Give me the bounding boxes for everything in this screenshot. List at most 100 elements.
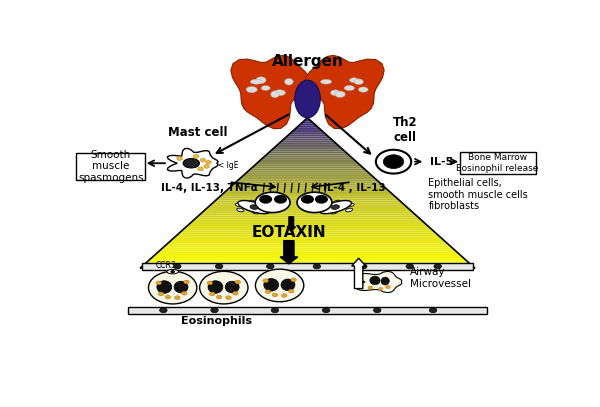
Polygon shape: [224, 191, 391, 193]
Polygon shape: [173, 236, 442, 238]
Ellipse shape: [370, 276, 380, 285]
Polygon shape: [197, 216, 418, 217]
Polygon shape: [193, 219, 422, 221]
Polygon shape: [259, 159, 356, 161]
Text: Mast cell: Mast cell: [169, 126, 228, 139]
Polygon shape: [299, 123, 316, 125]
Polygon shape: [205, 208, 410, 210]
Polygon shape: [214, 201, 401, 202]
Polygon shape: [295, 127, 320, 129]
Polygon shape: [155, 253, 460, 255]
Circle shape: [406, 264, 413, 269]
Polygon shape: [274, 146, 341, 148]
Polygon shape: [226, 189, 389, 191]
Polygon shape: [167, 242, 448, 244]
Circle shape: [383, 155, 404, 168]
Ellipse shape: [354, 79, 363, 85]
Polygon shape: [272, 148, 343, 150]
Circle shape: [271, 308, 278, 313]
Polygon shape: [251, 167, 364, 168]
Polygon shape: [163, 246, 452, 247]
Circle shape: [173, 264, 181, 269]
Ellipse shape: [208, 281, 223, 293]
Polygon shape: [169, 240, 446, 242]
Ellipse shape: [264, 202, 271, 206]
Circle shape: [359, 264, 367, 269]
Polygon shape: [293, 129, 322, 131]
Ellipse shape: [252, 210, 259, 214]
Polygon shape: [236, 180, 379, 182]
Polygon shape: [249, 168, 366, 171]
Circle shape: [430, 308, 437, 313]
Circle shape: [281, 293, 287, 298]
Text: Th2
cell: Th2 cell: [393, 116, 418, 144]
Ellipse shape: [297, 192, 332, 212]
Ellipse shape: [225, 281, 239, 293]
Circle shape: [177, 157, 182, 160]
Circle shape: [274, 195, 287, 204]
Polygon shape: [180, 231, 435, 232]
Bar: [142, 263, 473, 270]
Text: Eosinophils: Eosinophils: [181, 316, 253, 326]
Polygon shape: [283, 138, 332, 140]
Polygon shape: [262, 157, 353, 159]
Polygon shape: [215, 199, 400, 201]
Ellipse shape: [157, 281, 172, 293]
Polygon shape: [218, 197, 397, 199]
Ellipse shape: [346, 208, 353, 212]
Polygon shape: [159, 249, 456, 251]
Circle shape: [368, 286, 373, 289]
Circle shape: [158, 292, 164, 296]
Circle shape: [266, 264, 274, 269]
Circle shape: [156, 281, 161, 285]
Circle shape: [165, 295, 171, 299]
Circle shape: [200, 158, 206, 162]
Circle shape: [207, 281, 212, 285]
Circle shape: [175, 296, 180, 300]
Ellipse shape: [318, 202, 325, 206]
Polygon shape: [157, 251, 458, 253]
Ellipse shape: [358, 87, 368, 92]
Polygon shape: [194, 217, 421, 219]
Circle shape: [374, 308, 381, 313]
Ellipse shape: [381, 277, 389, 285]
Ellipse shape: [167, 269, 178, 274]
Polygon shape: [276, 144, 339, 146]
Polygon shape: [165, 244, 450, 246]
Polygon shape: [207, 206, 408, 208]
Ellipse shape: [264, 278, 278, 291]
Polygon shape: [280, 140, 335, 142]
Circle shape: [259, 195, 272, 204]
Polygon shape: [148, 259, 467, 261]
Polygon shape: [253, 165, 362, 167]
Polygon shape: [263, 155, 352, 157]
Circle shape: [184, 280, 190, 284]
Circle shape: [206, 160, 211, 164]
Ellipse shape: [274, 90, 286, 96]
Polygon shape: [211, 202, 404, 204]
Ellipse shape: [281, 279, 295, 291]
Circle shape: [378, 287, 383, 291]
Ellipse shape: [271, 91, 279, 98]
Circle shape: [181, 291, 187, 295]
Ellipse shape: [255, 192, 290, 212]
Polygon shape: [232, 184, 383, 186]
Polygon shape: [182, 229, 433, 231]
Text: Allergen: Allergen: [272, 54, 343, 68]
Polygon shape: [291, 131, 324, 133]
Circle shape: [233, 291, 238, 295]
Polygon shape: [304, 55, 384, 129]
Ellipse shape: [317, 208, 324, 211]
Polygon shape: [301, 122, 314, 123]
Polygon shape: [266, 153, 349, 155]
Text: Epithelial cells,
smooth muscle cells
fibroblasts: Epithelial cells, smooth muscle cells fi…: [428, 178, 528, 211]
Ellipse shape: [235, 203, 242, 207]
Ellipse shape: [249, 200, 256, 204]
Polygon shape: [152, 255, 463, 257]
Ellipse shape: [320, 79, 332, 84]
Polygon shape: [167, 149, 218, 178]
Text: IL-4 , IL-13: IL-4 , IL-13: [323, 183, 385, 193]
Circle shape: [315, 195, 328, 204]
Ellipse shape: [319, 201, 352, 214]
Polygon shape: [270, 150, 345, 152]
